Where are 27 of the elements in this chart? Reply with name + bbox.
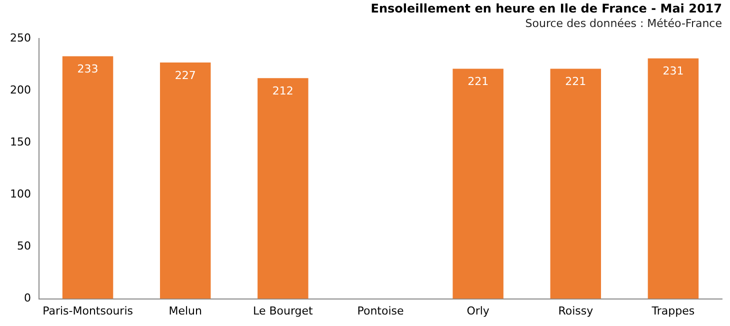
bar — [62, 56, 114, 299]
data-label: 212 — [272, 84, 294, 98]
data-label: 221 — [565, 75, 586, 88]
data-label: 233 — [77, 62, 98, 76]
x-tick-label: Le Bourget — [253, 304, 314, 318]
x-tick-label: Melun — [168, 304, 202, 318]
chart-subtitle: Source des données : Météo-France — [525, 16, 722, 30]
y-tick-label: 250 — [10, 31, 31, 44]
x-tick-label: Paris-Montsouris — [42, 304, 134, 318]
y-tick-label: 50 — [16, 240, 31, 253]
y-tick-label: 0 — [24, 292, 31, 305]
y-tick-label: 150 — [10, 136, 31, 149]
x-tick-label: Roissy — [558, 304, 594, 318]
chart-title: Ensoleillement en heure en Ile de France - Mai 2017 — [370, 1, 722, 16]
data-label: 221 — [468, 75, 489, 88]
bar — [452, 68, 504, 299]
y-tick-label: 200 — [10, 84, 31, 96]
y-tick-label: 100 — [10, 188, 31, 201]
x-tick-label: Orly — [466, 304, 490, 318]
x-tick-label: Trappes — [650, 304, 695, 318]
x-tick-label: Pontoise — [357, 304, 404, 318]
data-label: 231 — [662, 64, 684, 78]
bar — [550, 68, 602, 299]
bar — [648, 58, 699, 299]
bar — [160, 62, 211, 299]
data-label: 227 — [174, 68, 196, 82]
bar — [258, 78, 308, 299]
